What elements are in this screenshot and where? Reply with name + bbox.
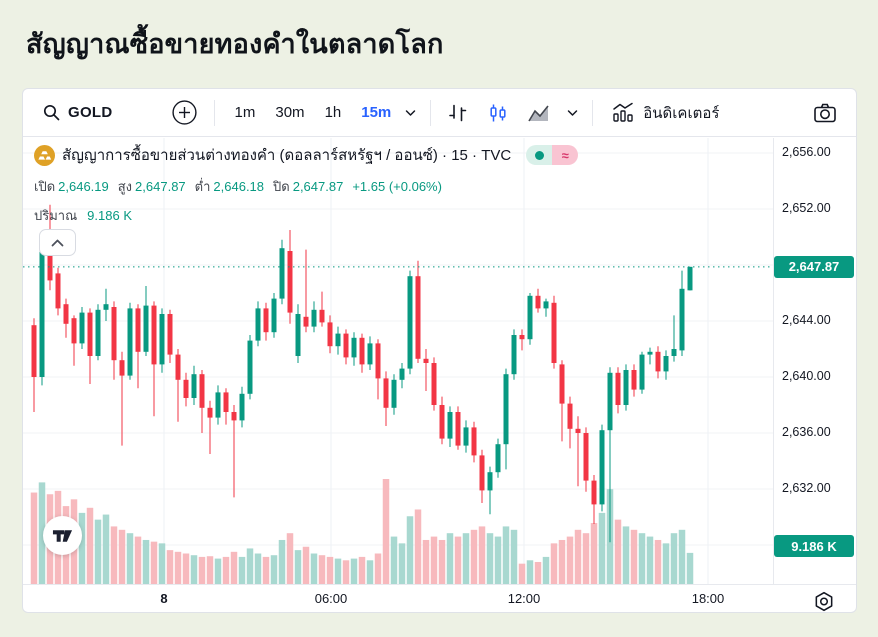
area-style-icon (528, 105, 549, 121)
volume-tag: 9.186 K (774, 535, 854, 557)
price-tick-label: 2,644.00 (782, 313, 831, 327)
tradingview-logo-icon (52, 529, 73, 542)
area-style-button[interactable] (523, 98, 555, 128)
time-tick-label: 06:00 (314, 591, 348, 606)
chart-legend: สัญญาการซื้อขายส่วนต่างทองคำ (ดอลลาร์สหร… (34, 143, 579, 226)
high-label: สูง (117, 179, 133, 194)
price-tick-label: 2,652.00 (782, 201, 831, 215)
interval-30m[interactable]: 30m (267, 99, 312, 126)
open-value: 2,646.19 (58, 179, 109, 194)
time-tick-label: 8 (160, 591, 168, 606)
delayed-data-icon: ≈ (552, 145, 579, 165)
chevron-down-icon (568, 109, 578, 116)
ohlc-readout: เปิด 2,646.19 สูง 2,647.87 ต่ำ 2,646.18 ปิด… (34, 176, 578, 197)
price-tick-label: 2,656.00 (782, 145, 831, 159)
open-label: เปิด (34, 179, 56, 194)
change-value: +1.65 (+0.06%) (352, 179, 442, 194)
indicators-button[interactable]: อินดิเคเตอร์ (605, 96, 725, 130)
indicators-icon (613, 102, 634, 122)
time-tick-label: 12:00 (507, 591, 541, 606)
chart-widget: GOLD 1m 30m 1h 15m (22, 88, 857, 613)
volume-label: ปริมาณ (34, 208, 78, 223)
interval-1h[interactable]: 1h (317, 99, 350, 126)
candlestick-plot[interactable] (23, 138, 773, 584)
bars-style-icon (449, 104, 467, 121)
interval-1m[interactable]: 1m (227, 99, 264, 126)
interval-switcher: 1m 30m 1h 15m (227, 99, 419, 126)
symbol-search-label: GOLD (68, 104, 113, 121)
chevron-down-icon (406, 109, 416, 116)
price-axis-divider (773, 138, 774, 584)
toolbar-divider (213, 99, 215, 126)
gear-icon (815, 591, 833, 612)
compare-add-button[interactable] (167, 95, 202, 130)
candles-style-button[interactable] (483, 98, 513, 128)
close-label: ปิด (273, 179, 290, 194)
gold-symbol-icon (34, 144, 55, 166)
price-tick-label: 2,636.00 (782, 425, 831, 439)
screenshot-button[interactable] (808, 97, 842, 129)
interval-15m[interactable]: 15m (353, 99, 399, 126)
toolbar-divider (430, 99, 432, 126)
style-dropdown-button[interactable] (565, 105, 580, 121)
tradingview-logo[interactable] (43, 516, 82, 555)
collapse-legend-button[interactable] (39, 229, 76, 256)
last-price-tag: 2,647.87 (774, 255, 854, 278)
axis-settings-button[interactable] (810, 588, 838, 618)
chart-pane: สัญญาการซื้อขายส่วนต่างทองคำ (ดอลลาร์สหร… (23, 138, 858, 584)
chart-style-switcher (443, 98, 580, 128)
page-title: สัญญาณซื้อขายทองคำในตลาดโลก (26, 29, 444, 59)
high-value: 2,647.87 (135, 179, 186, 194)
search-icon (43, 104, 60, 121)
time-tick-label: 18:00 (691, 591, 725, 606)
chevron-up-icon (51, 239, 64, 246)
time-axis[interactable]: 8 06:00 12:00 18:00 (23, 584, 856, 612)
bars-style-button[interactable] (443, 98, 473, 128)
market-status-toggle[interactable]: ≈ (526, 145, 579, 165)
symbol-title[interactable]: สัญญาการซื้อขายส่วนต่างทองคำ (ดอลลาร์สหร… (62, 147, 512, 164)
candles-style-icon (490, 104, 506, 121)
market-open-dot-icon (526, 145, 553, 165)
price-tick-label: 2,640.00 (782, 369, 831, 383)
price-tick-label: 2,632.00 (782, 481, 831, 495)
low-value: 2,646.18 (213, 179, 265, 194)
volume-value: 9.186 K (87, 208, 132, 223)
volume-readout: ปริมาณ 9.186 K (34, 205, 578, 226)
plus-circle-icon (171, 100, 197, 125)
indicators-label: อินดิเคเตอร์ (643, 104, 720, 122)
toolbar-divider (592, 99, 594, 126)
interval-dropdown-button[interactable] (403, 105, 418, 121)
chart-toolbar: GOLD 1m 30m 1h 15m (23, 89, 856, 137)
close-value: 2,647.87 (292, 179, 344, 194)
low-label: ต่ำ (194, 179, 211, 194)
symbol-search[interactable]: GOLD (37, 100, 119, 125)
camera-icon (814, 103, 836, 122)
price-axis[interactable]: 2,647.87 9.186 K 2,656.00 2,652.00 2,644.0… (774, 138, 858, 584)
